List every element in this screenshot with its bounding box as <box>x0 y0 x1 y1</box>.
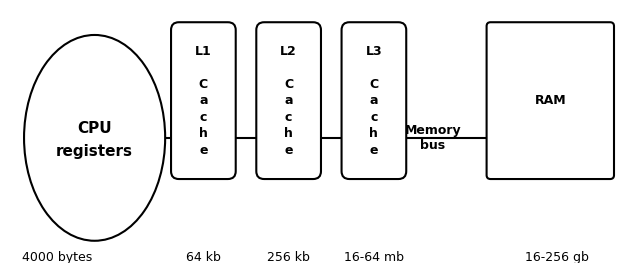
Text: L3
 
C
a
c
h
e: L3 C a c h e <box>365 45 382 157</box>
Text: CPU: CPU <box>77 120 112 135</box>
Ellipse shape <box>24 35 165 241</box>
FancyBboxPatch shape <box>486 22 614 179</box>
FancyBboxPatch shape <box>171 22 236 179</box>
Text: 16-64 mb
10-20 ns: 16-64 mb 10-20 ns <box>344 251 404 263</box>
FancyBboxPatch shape <box>256 22 321 179</box>
Text: 4000 bytes
200 ps: 4000 bytes 200 ps <box>22 251 93 263</box>
Text: 16-256 gb
50-100 ns: 16-256 gb 50-100 ns <box>525 251 589 263</box>
Text: L1
 
C
a
c
h
e: L1 C a c h e <box>195 45 212 157</box>
Text: Memory
bus: Memory bus <box>404 124 461 152</box>
Text: 256 kb
3-10 ns: 256 kb 3-10 ns <box>266 251 312 263</box>
Text: 64 kb
1 ns: 64 kb 1 ns <box>186 251 221 263</box>
Text: registers: registers <box>56 144 133 159</box>
Text: L2
 
C
a
c
h
e: L2 C a c h e <box>280 45 297 157</box>
FancyBboxPatch shape <box>342 22 406 179</box>
Text: RAM: RAM <box>534 94 566 107</box>
